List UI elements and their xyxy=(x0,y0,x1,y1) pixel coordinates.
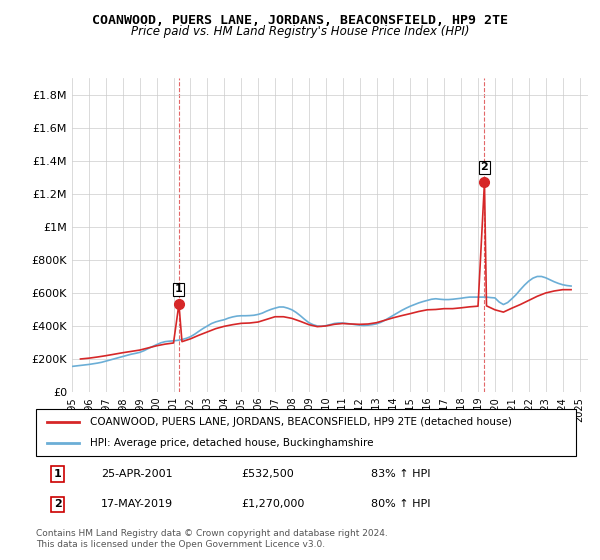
Text: 2: 2 xyxy=(481,162,488,172)
Text: £532,500: £532,500 xyxy=(241,469,294,479)
FancyBboxPatch shape xyxy=(36,409,576,456)
Text: £1,270,000: £1,270,000 xyxy=(241,500,305,509)
Text: 83% ↑ HPI: 83% ↑ HPI xyxy=(371,469,430,479)
Text: COANWOOD, PUERS LANE, JORDANS, BEACONSFIELD, HP9 2TE (detached house): COANWOOD, PUERS LANE, JORDANS, BEACONSFI… xyxy=(90,417,512,427)
Text: Price paid vs. HM Land Registry's House Price Index (HPI): Price paid vs. HM Land Registry's House … xyxy=(131,25,469,38)
Text: HPI: Average price, detached house, Buckinghamshire: HPI: Average price, detached house, Buck… xyxy=(90,438,373,448)
Text: Contains HM Land Registry data © Crown copyright and database right 2024.
This d: Contains HM Land Registry data © Crown c… xyxy=(36,529,388,549)
Text: 1: 1 xyxy=(175,284,183,294)
Text: 25-APR-2001: 25-APR-2001 xyxy=(101,469,172,479)
Text: COANWOOD, PUERS LANE, JORDANS, BEACONSFIELD, HP9 2TE: COANWOOD, PUERS LANE, JORDANS, BEACONSFI… xyxy=(92,14,508,27)
Text: 2: 2 xyxy=(54,500,61,509)
Text: 17-MAY-2019: 17-MAY-2019 xyxy=(101,500,173,509)
Text: 1: 1 xyxy=(54,469,61,479)
Text: 80% ↑ HPI: 80% ↑ HPI xyxy=(371,500,430,509)
